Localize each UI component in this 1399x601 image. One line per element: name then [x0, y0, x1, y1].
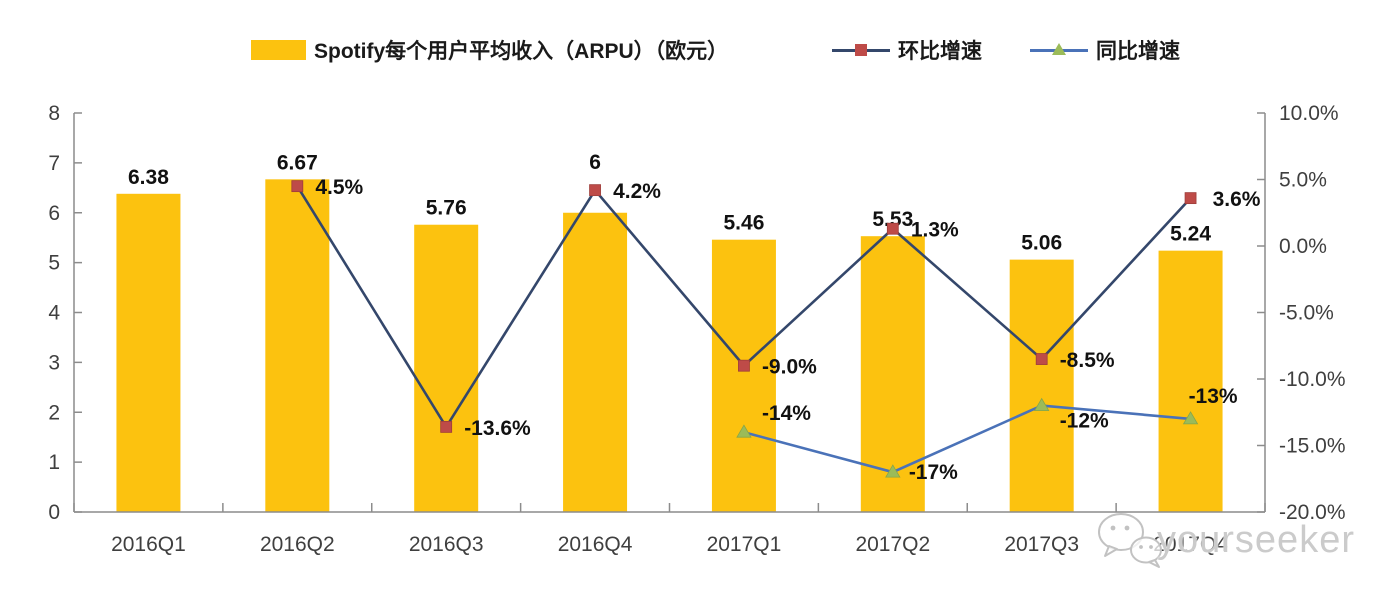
right-axis-tick-label: 5.0% [1279, 169, 1327, 192]
right-axis-tick-label: -10.0% [1279, 368, 1346, 391]
left-axis-tick-label: 0 [48, 501, 60, 524]
point-value-label: 4.2% [613, 180, 661, 203]
x-axis-category-label: 2017Q1 [707, 533, 782, 556]
square-marker-icon [589, 184, 601, 197]
bar-2017Q3 [1009, 259, 1074, 512]
point-value-label: -9.0% [762, 356, 817, 379]
bar-value-label: 6.67 [277, 151, 318, 174]
square-marker-icon [886, 222, 899, 235]
right-axis-tick-label: 0.0% [1279, 235, 1327, 258]
left-axis-tick-label: 1 [48, 451, 60, 474]
bar-2016Q3 [414, 224, 479, 512]
legend-label-qoq: 环比增速 [898, 40, 982, 63]
legend-item-arpu: Spotify每个用户平均收入（ARPU）（欧元） [251, 33, 728, 67]
bar-value-label: 5.76 [426, 197, 467, 220]
legend-label-yoy: 同比增速 [1096, 40, 1180, 63]
left-axis-tick-label: 8 [48, 102, 60, 125]
x-axis-category-label: 2017Q4 [1153, 533, 1228, 556]
x-axis-category-label: 2017Q2 [855, 533, 930, 556]
square-marker-icon [291, 180, 304, 193]
triangle-marker-icon [885, 464, 901, 478]
x-axis-category-label: 2016Q1 [111, 533, 186, 556]
right-axis-tick-label: -20.0% [1279, 501, 1346, 524]
left-axis-tick-label: 4 [48, 302, 60, 325]
square-marker-icon [738, 359, 750, 372]
bar-2017Q4 [1158, 250, 1223, 512]
right-axis-tick-label: -5.0% [1279, 302, 1334, 325]
point-value-label: -12% [1060, 410, 1109, 433]
bar-value-label: 6.38 [128, 166, 169, 189]
legend-item-yoy: 同比增速 [1030, 33, 1180, 67]
bar-swatch-icon [251, 40, 306, 60]
yoy-line-marker-icon [1030, 42, 1088, 55]
right-axis-tick-label: 10.0% [1279, 102, 1339, 125]
x-axis-category-label: 2016Q2 [260, 533, 335, 556]
qoq-line-marker-icon [832, 43, 890, 56]
bar-value-label: 6 [589, 151, 601, 174]
bar-2016Q1 [116, 193, 181, 513]
right-axis-tick-label: -15.0% [1279, 435, 1346, 458]
triangle-marker-icon [1033, 397, 1050, 411]
left-axis-tick-label: 5 [48, 252, 60, 275]
left-axis-tick-label: 6 [48, 202, 60, 225]
point-value-label: 4.5% [315, 176, 363, 199]
square-marker-icon [1184, 192, 1197, 205]
bar-value-label: 5.53 [872, 208, 913, 231]
left-axis-tick-label: 3 [48, 351, 60, 374]
square-marker-icon [1035, 353, 1048, 365]
bar-value-label: 5.06 [1021, 232, 1062, 255]
left-axis-tick-label: 7 [48, 152, 60, 175]
point-value-label: 1.3% [911, 219, 959, 242]
point-value-label: -8.5% [1060, 349, 1115, 372]
bar-value-label: 5.24 [1170, 223, 1211, 246]
square-marker-icon [855, 43, 867, 56]
legend-label-arpu: Spotify每个用户平均收入（ARPU）（欧元） [314, 40, 729, 63]
同比增速-line [743, 404, 1191, 474]
point-value-label: -17% [909, 461, 958, 484]
point-value-label: -13.6% [464, 417, 531, 440]
square-marker-icon [440, 420, 453, 433]
bar-2016Q2 [265, 179, 330, 513]
left-axis-tick-label: 2 [48, 401, 60, 424]
bar-2017Q1 [711, 239, 776, 512]
bar-2016Q4 [563, 212, 628, 512]
point-value-label: 3.6% [1213, 188, 1261, 211]
chart-legend: Spotify每个用户平均收入（ARPU）（欧元） 环比增速 同比增速 [0, 33, 1399, 67]
x-axis-category-label: 2016Q3 [409, 533, 484, 556]
x-axis-category-label: 2016Q4 [558, 533, 633, 556]
point-value-label: -14% [762, 402, 811, 425]
triangle-marker-icon [1182, 411, 1199, 425]
x-axis-category-label: 2017Q3 [1004, 533, 1079, 556]
bar-value-label: 5.46 [724, 212, 765, 235]
legend-item-qoq: 环比增速 [832, 33, 982, 67]
triangle-marker-icon [1052, 42, 1066, 55]
triangle-marker-icon [736, 424, 752, 438]
point-value-label: -13% [1189, 385, 1238, 408]
